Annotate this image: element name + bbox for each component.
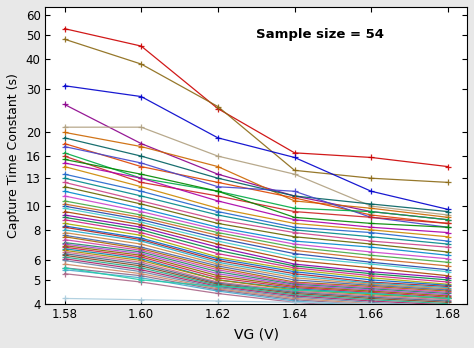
- Y-axis label: Capture Time Constant (s): Capture Time Constant (s): [7, 73, 20, 238]
- X-axis label: VG (V): VG (V): [234, 327, 279, 341]
- Text: Sample size = 54: Sample size = 54: [256, 28, 384, 41]
